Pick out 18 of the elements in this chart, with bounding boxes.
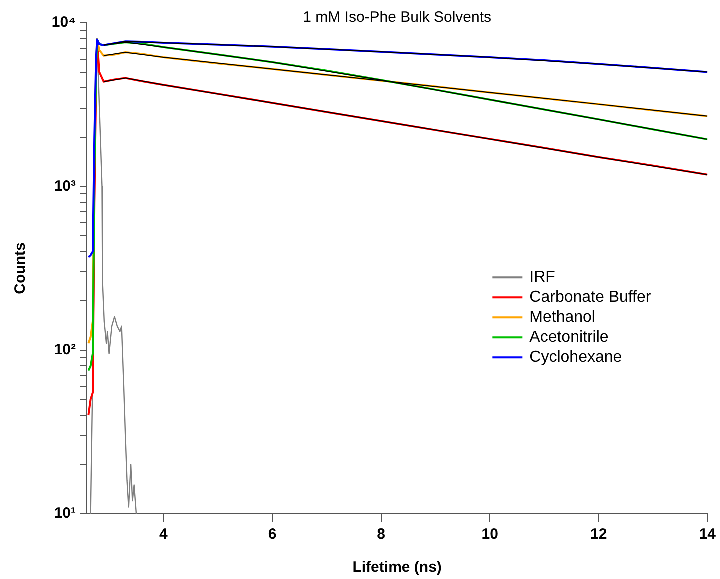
x-tick-label: 14 [699,526,717,544]
y-axis-title: Counts [12,242,30,294]
y-tick-label: 10³ [54,178,76,195]
legend-label: Carbonate Buffer [530,289,652,306]
x-tick-label: 10 [482,526,498,544]
x-tick-label: 4 [160,526,169,544]
y-tick-label: 10¹ [54,505,76,522]
x-tick-label: 12 [590,526,608,544]
legend-label: Methanol [530,309,596,326]
legend-label: Cyclohexane [530,349,622,366]
x-tick-label: 8 [377,526,386,544]
x-tick-label: 6 [268,526,277,544]
legend-label: Acetonitrile [530,329,609,346]
legend-label: IRF [530,269,556,286]
y-tick-label: 10⁴ [52,14,76,32]
chart-title: 1 mM Iso-Phe Bulk Solvents [303,9,492,26]
y-tick-label: 10² [54,341,76,358]
x-axis-title: Lifetime (ns) [352,559,442,576]
